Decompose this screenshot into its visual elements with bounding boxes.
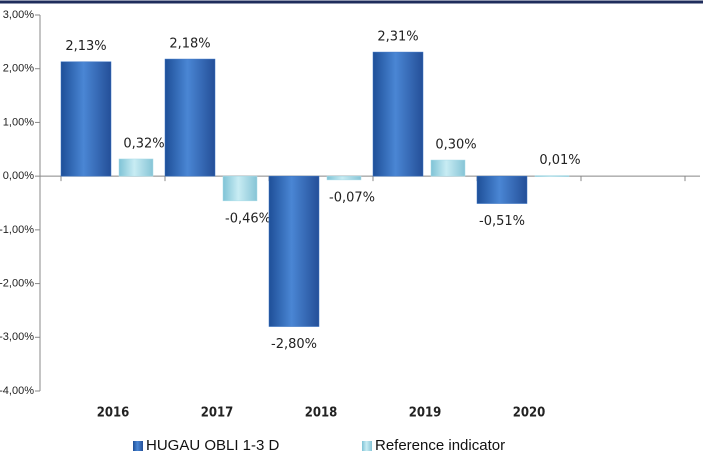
value-label: -0,51% [479,214,525,229]
value-label: 2,18% [169,37,210,52]
value-label: -2,80% [271,337,317,352]
bar [430,159,466,177]
value-label: -0,07% [329,190,375,205]
legend-label: Reference indicator [375,437,505,454]
bar [476,175,528,204]
value-label: 2,31% [377,30,418,45]
x-tick-label: 2019 [409,406,442,421]
bar [164,58,216,177]
value-label: 0,01% [539,153,580,168]
bar [268,175,320,327]
bar [372,51,424,177]
x-tick-label: 2020 [513,406,546,421]
value-label: -0,46% [225,211,271,226]
value-label: 0,30% [435,138,476,153]
bar [222,175,258,202]
x-tick-label: 2018 [305,406,338,421]
y-tick-label: -2,00% [0,277,34,289]
bar [60,61,112,177]
y-tick-label: 0,00% [3,170,34,182]
y-tick-label: -4,00% [0,385,34,397]
bar [326,175,362,181]
legend-swatch [362,441,372,451]
value-label: 0,32% [123,136,164,151]
legend-label: HUGAU OBLI 1-3 D [146,437,280,454]
x-tick-label: 2016 [97,406,130,421]
bar [534,175,570,177]
value-label: 2,13% [65,39,106,54]
y-tick-label: -3,00% [0,331,34,343]
y-tick-label: 2,00% [3,63,34,75]
y-tick-label: -1,00% [0,224,34,236]
x-tick-label: 2017 [201,406,234,421]
legend-swatch [133,441,143,451]
bar [118,158,154,177]
y-tick-label: 3,00% [3,9,34,21]
y-tick-label: 1,00% [3,116,34,128]
